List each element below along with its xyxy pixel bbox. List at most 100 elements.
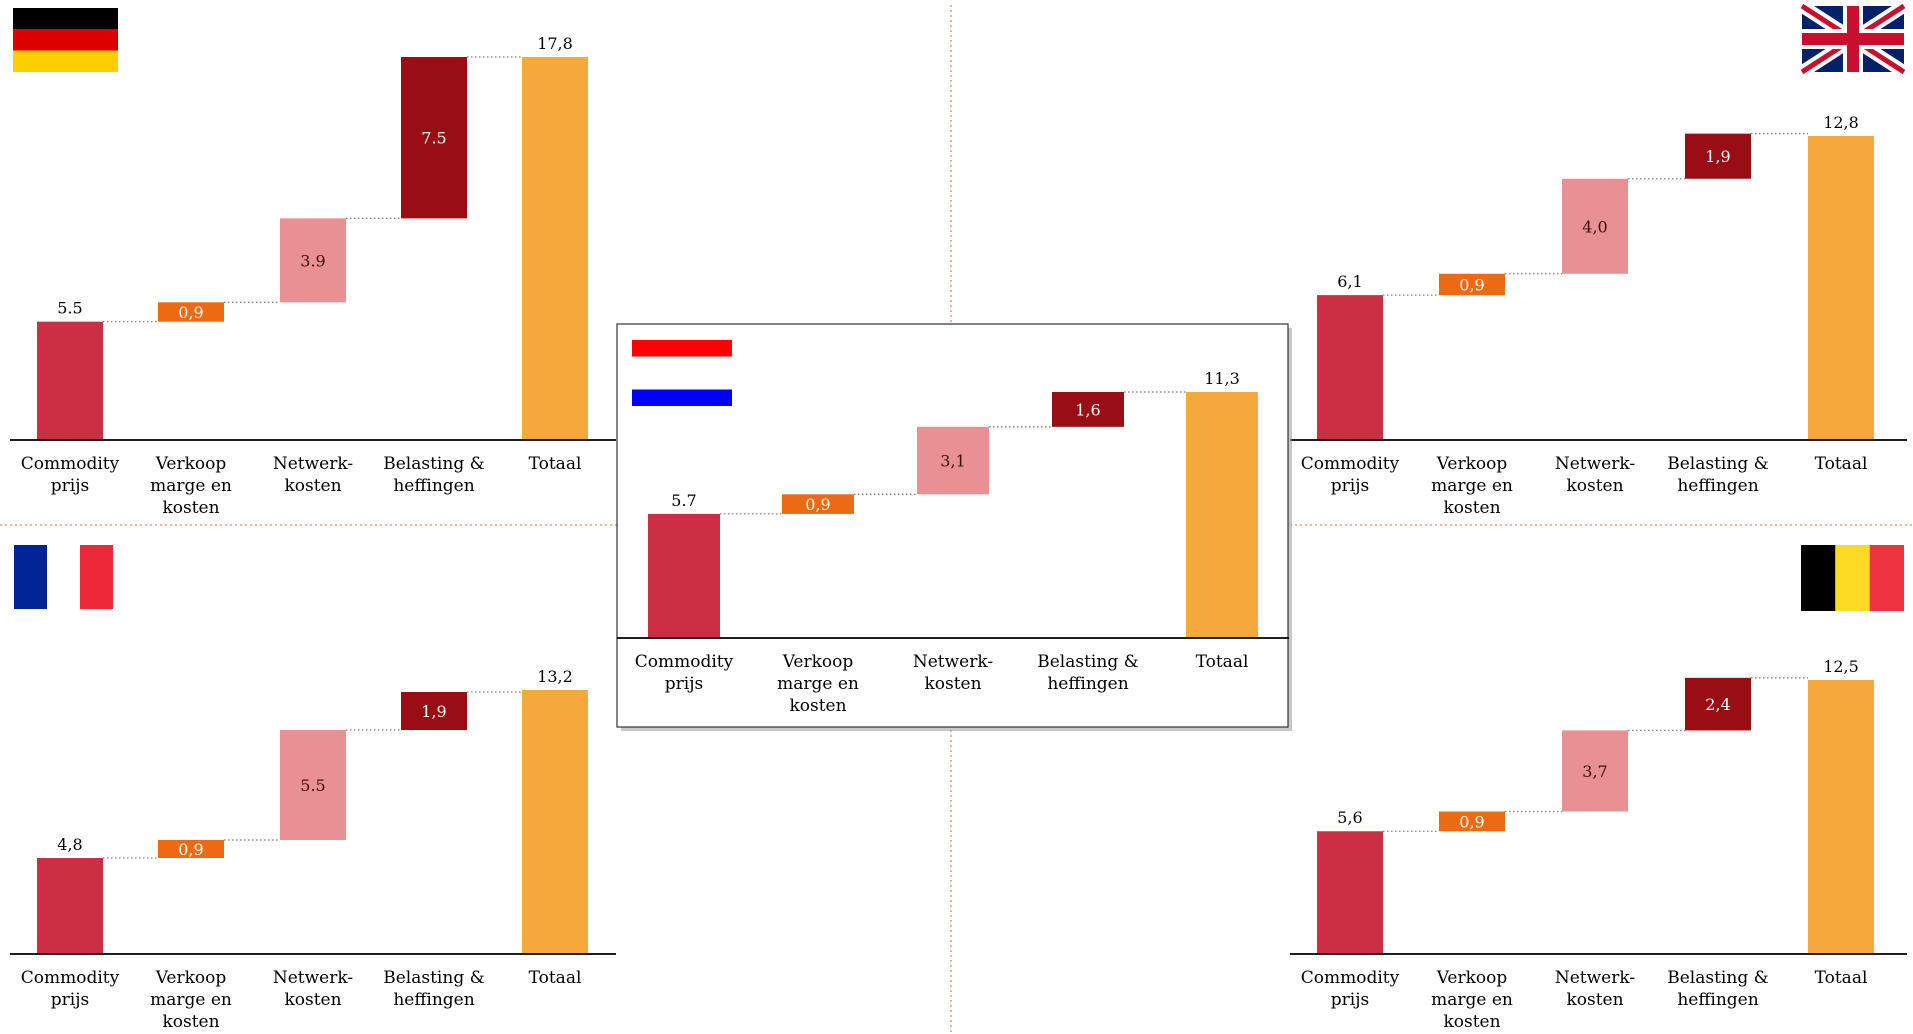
category-label-line: Totaal: [1196, 652, 1249, 672]
category-label-commodity: Commodity prijs: [635, 652, 734, 694]
category-label-line: Belasting &: [1667, 454, 1769, 474]
category-label-line: marge en: [150, 990, 232, 1010]
data-label-taxes: 1,6: [1075, 400, 1100, 419]
data-label-total: 13,2: [537, 667, 573, 686]
data-label-sales: 0,9: [178, 303, 203, 322]
category-label-taxes: Belasting & heffingen: [1667, 454, 1769, 496]
data-label-sales: 0,9: [1459, 812, 1484, 831]
data-label-sales: 0,9: [1459, 275, 1484, 294]
bar-sales: [158, 302, 224, 322]
bar-network: [1562, 730, 1628, 812]
bar-taxes: [1685, 133, 1751, 179]
category-label-line: kosten: [1443, 498, 1500, 518]
flag-stripe: [632, 340, 732, 357]
category-label-line: Verkoop: [782, 652, 854, 672]
bar-total: [522, 57, 588, 440]
data-label-sales: 0,9: [805, 495, 830, 514]
category-label-total: Totaal: [1196, 652, 1249, 672]
category-label-line: marge en: [150, 476, 232, 496]
category-label-line: marge en: [1431, 476, 1513, 496]
category-label-taxes: Belasting & heffingen: [1667, 968, 1769, 1010]
flag-stripe: [13, 8, 118, 30]
netherlands-chart-layer: 5.7 0,9 3,1 1,6 11,3 Commodity prijs Verkoop mar…: [616, 323, 1292, 731]
category-label-line: Verkoop: [1436, 968, 1508, 988]
category-label-line: Commodity: [21, 968, 120, 988]
germany-flag-icon: [13, 8, 118, 72]
category-label-total: Totaal: [529, 454, 582, 474]
flag-stripe: [13, 29, 118, 51]
flag-cross-red: [1802, 33, 1904, 45]
bar-taxes: [401, 692, 467, 730]
category-label-line: heffingen: [1677, 476, 1758, 496]
category-label-network: Netwerk-kosten: [273, 968, 353, 1010]
category-label-line: Belasting &: [383, 454, 485, 474]
data-label-total: 11,3: [1204, 369, 1240, 388]
bar-taxes: [401, 57, 467, 219]
category-label-sales: Verkoop marge en kosten: [150, 968, 232, 1032]
bar-total: [522, 690, 588, 954]
category-label-total: Totaal: [1815, 454, 1868, 474]
category-label-commodity: Commodity prijs: [1301, 968, 1400, 1010]
category-label-line: prijs: [665, 674, 703, 694]
category-label-line: Belasting &: [1037, 652, 1139, 672]
category-label-line: Verkoop: [1436, 454, 1508, 474]
category-label-line: marge en: [1431, 990, 1513, 1010]
category-label-line: Belasting &: [383, 968, 485, 988]
bar-commodity: [648, 513, 720, 638]
category-label-line: kosten: [1443, 1012, 1500, 1032]
category-label-line: Verkoop: [155, 968, 227, 988]
category-label-line: heffingen: [393, 990, 474, 1010]
category-label-network: Netwerk-kosten: [273, 454, 353, 496]
category-label-line: Commodity: [21, 454, 120, 474]
category-label-total: Totaal: [1815, 968, 1868, 988]
uk-flag-icon: [1798, 0, 1908, 78]
category-label-line: Verkoop: [155, 454, 227, 474]
category-label-line: prijs: [1331, 476, 1369, 496]
category-label-line: Netwerk-: [913, 652, 993, 672]
category-label-taxes: Belasting & heffingen: [383, 454, 485, 496]
category-label-line: prijs: [51, 476, 89, 496]
bar-taxes: [1685, 677, 1751, 731]
data-label-taxes: 2,4: [1705, 695, 1730, 714]
data-label-commodity: 4,8: [57, 835, 82, 854]
category-label-line: kosten: [924, 674, 981, 694]
category-label-commodity: Commodity prijs: [21, 454, 120, 496]
category-label-line: kosten: [162, 1012, 219, 1032]
category-label-taxes: Belasting & heffingen: [1037, 652, 1139, 694]
data-label-network: 3,1: [940, 452, 965, 471]
belgium-flag-icon: [1801, 545, 1904, 611]
bar-network: [280, 218, 346, 303]
category-label-sales: Verkoop marge en kosten: [1431, 454, 1513, 518]
category-label-line: kosten: [162, 498, 219, 518]
flag-stripe: [1835, 545, 1870, 611]
bar-sales: [1439, 273, 1505, 296]
category-label-network: Netwerk-kosten: [1555, 454, 1635, 496]
category-label-line: Commodity: [1301, 454, 1400, 474]
category-label-network: Netwerk-kosten: [1555, 968, 1635, 1010]
bar-taxes: [1052, 392, 1124, 427]
category-label-line: Totaal: [1815, 968, 1868, 988]
category-label-line: prijs: [1331, 990, 1369, 1010]
data-label-commodity: 6,1: [1337, 272, 1362, 291]
data-label-network: 3.9: [300, 251, 325, 270]
bar-commodity: [37, 321, 103, 440]
data-label-network: 4,0: [1582, 217, 1607, 236]
bar-total: [1186, 392, 1258, 638]
data-label-network: 5.5: [300, 776, 325, 795]
category-label-sales: Verkoop marge en kosten: [1431, 968, 1513, 1032]
category-label-line: kosten: [284, 476, 341, 496]
category-label-line: Totaal: [1815, 454, 1868, 474]
category-label-taxes: Belasting & heffingen: [383, 968, 485, 1010]
category-label-total: Totaal: [529, 968, 582, 988]
waterfall-chart-uk: 6,1 0,9 4,0 1,9 12,8 Commodity prijs Verkoop mar…: [1290, 0, 1908, 518]
category-label-commodity: Commodity prijs: [1301, 454, 1400, 496]
category-label-commodity: Commodity prijs: [21, 968, 120, 1010]
category-label-line: kosten: [1566, 990, 1623, 1010]
category-label-line: marge en: [777, 674, 859, 694]
data-label-taxes: 7.5: [421, 129, 446, 148]
france-flag-icon: [14, 545, 113, 609]
flag-stripe: [80, 545, 113, 609]
category-label-line: heffingen: [1677, 990, 1758, 1010]
category-label-line: Commodity: [635, 652, 734, 672]
